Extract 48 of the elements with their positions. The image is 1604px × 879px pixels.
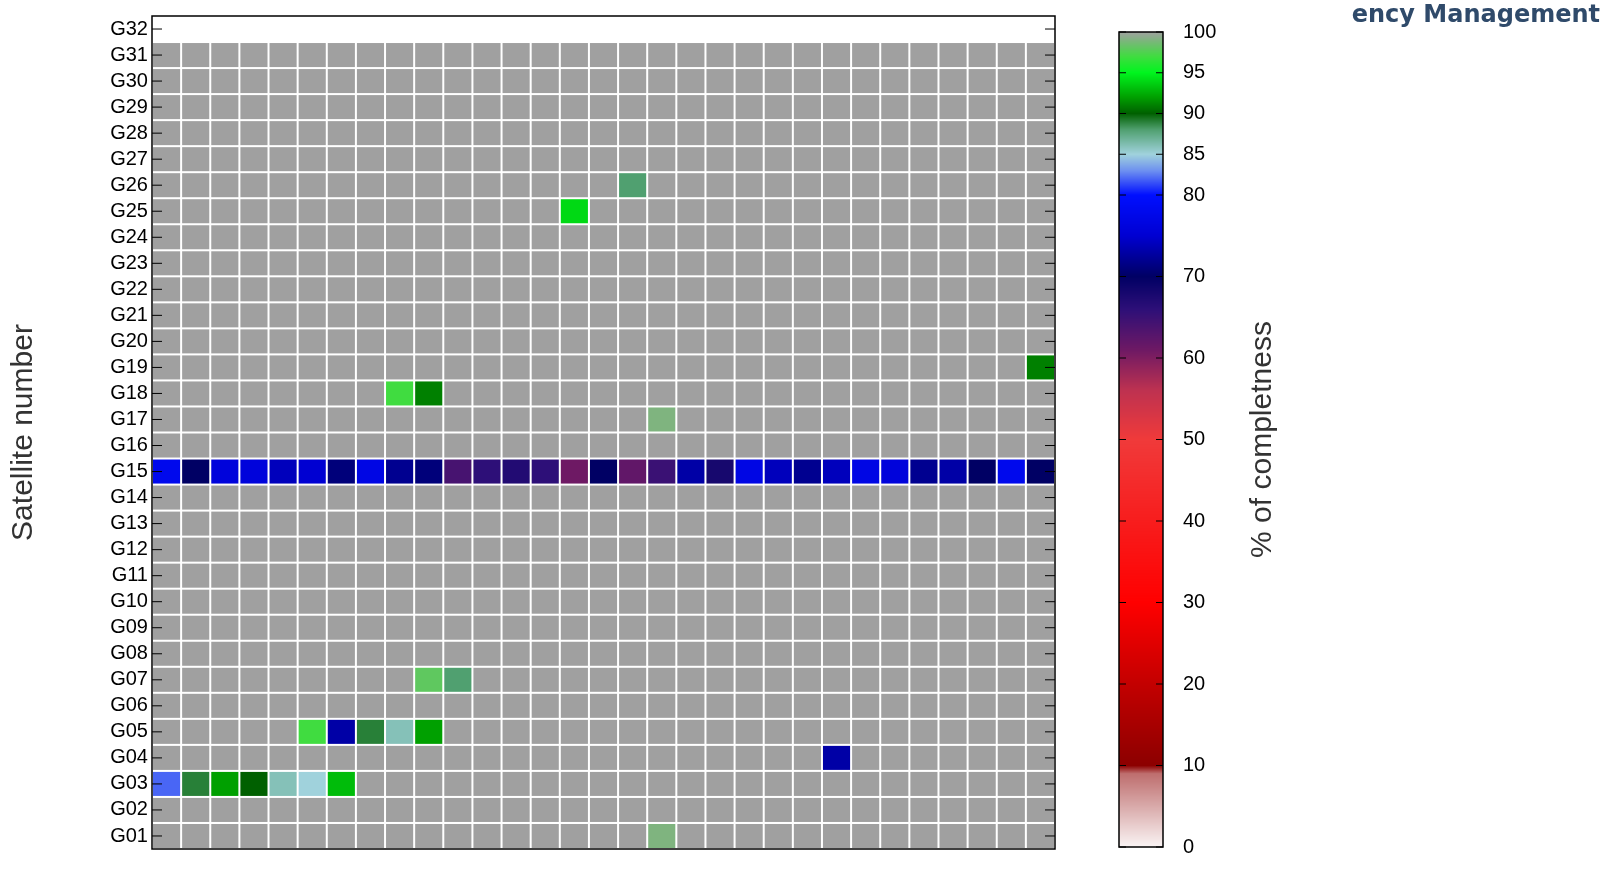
color-bar-label: 50 <box>1183 427 1206 450</box>
y-axis-title: Satellite number <box>5 324 39 541</box>
y-tick-label: G15 <box>110 459 148 482</box>
y-tick-label: G32 <box>110 16 148 39</box>
color-bar-label: 80 <box>1183 182 1206 205</box>
y-tick-label: G21 <box>110 302 148 325</box>
y-tick-label: G02 <box>110 797 148 820</box>
color-bar-label: 90 <box>1183 101 1206 124</box>
y-tick-label: G04 <box>110 745 148 768</box>
y-tick-label: G29 <box>110 94 148 117</box>
y-tick-label: G25 <box>110 198 148 221</box>
color-bar-label: 100 <box>1183 19 1217 42</box>
y-tick-label: G10 <box>110 589 148 612</box>
y-tick-label: G07 <box>110 667 148 690</box>
y-tick-label: G20 <box>110 328 148 351</box>
y-tick-label: G27 <box>110 146 148 169</box>
color-bar-label: 30 <box>1183 590 1206 613</box>
y-tick-label: G16 <box>110 433 148 456</box>
y-tick-label: G23 <box>110 250 148 273</box>
y-tick-label: G24 <box>110 224 148 247</box>
color-bar-label: 10 <box>1183 753 1206 776</box>
y-tick-label: G30 <box>110 68 148 91</box>
y-tick-label: G06 <box>110 693 148 716</box>
y-tick-label: G31 <box>110 42 148 65</box>
color-bar-label: 20 <box>1183 671 1206 694</box>
color-bar-title: % of completness <box>1244 321 1278 558</box>
y-tick-label: G08 <box>110 641 148 664</box>
color-bar-label: 85 <box>1183 141 1206 164</box>
color-bar-label: 40 <box>1183 508 1206 531</box>
y-tick-label: G09 <box>110 615 148 638</box>
color-bar-label: 70 <box>1183 264 1206 287</box>
y-tick-label: G12 <box>110 537 148 560</box>
color-bar-label: 60 <box>1183 345 1206 368</box>
color-bar-label: 0 <box>1183 834 1195 857</box>
text: ency Management <box>1351 0 1600 28</box>
y-tick-label: G01 <box>110 823 148 846</box>
y-tick-label: G14 <box>110 485 148 508</box>
y-tick-label: G18 <box>110 380 148 403</box>
color-bar-label: 95 <box>1183 60 1206 83</box>
y-tick-label: G11 <box>111 563 148 586</box>
y-tick-label: G17 <box>110 407 148 429</box>
y-tick-label: G28 <box>110 120 148 143</box>
y-tick-label: G19 <box>110 354 148 377</box>
y-tick-label: G13 <box>110 511 148 534</box>
y-tick-label: G05 <box>110 719 148 742</box>
y-tick-label: G22 <box>110 276 148 299</box>
y-tick-label: G26 <box>110 172 148 195</box>
y-tick-label: G03 <box>110 771 148 794</box>
